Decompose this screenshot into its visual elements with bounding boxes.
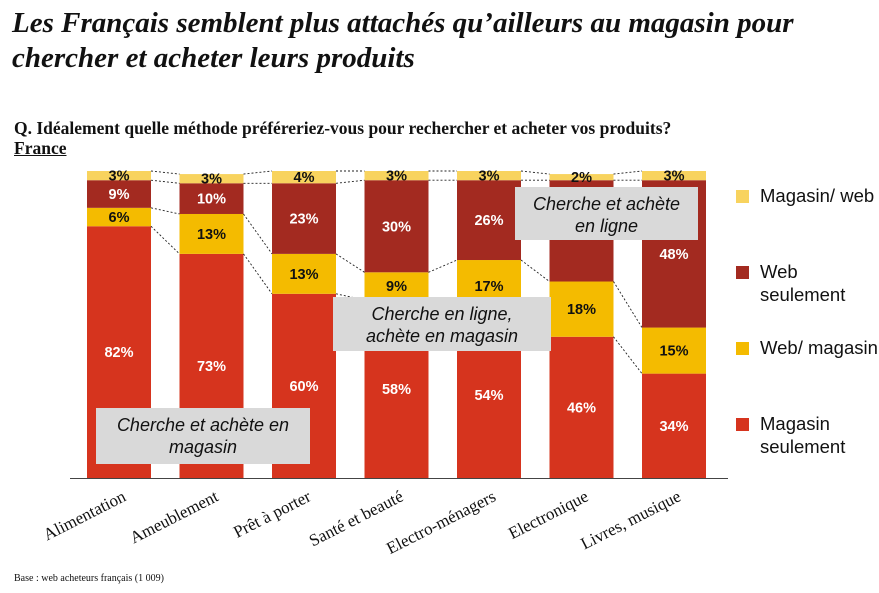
data-label-web-seulement-livres-musique: 48% [659, 247, 688, 263]
bar-segment-web-magasin-sante-et-beaute [364, 272, 429, 300]
legend-swatch-web-seulement [736, 266, 749, 279]
connector-line [243, 213, 273, 255]
callout-store-store: Cherche et achète en magasin [96, 408, 310, 464]
legend-swatch-magasin-web [736, 190, 749, 203]
connector-line [150, 225, 180, 255]
bar-segment-web-magasin-alimentation [87, 207, 151, 227]
page-title: Les Français semblent plus attachés qu’a… [12, 7, 794, 74]
category-label-pret-a-porter: Prêt à porter [230, 486, 314, 541]
base-note: Base : web acheteurs français (1 009) [14, 573, 164, 584]
connector-line [613, 336, 643, 374]
data-label-web-seulement-electro-menagers: 26% [474, 213, 503, 229]
data-label-magasin-seulement-alimentation: 82% [104, 345, 133, 361]
data-label-web-magasin-sante-et-beaute: 9% [386, 279, 407, 295]
data-label-magasin-web-alimentation: 3% [109, 169, 130, 185]
data-label-magasin-seulement-electro-menagers: 54% [474, 388, 503, 404]
connector-line [520, 259, 550, 282]
bar-segment-web-seulement-electro-menagers [457, 180, 521, 261]
bar-segment-web-seulement-ameublement [179, 183, 244, 214]
legend-label-magasin-seulement: Magasin seulement [760, 413, 846, 457]
bar-segment-magasin-web-pret-a-porter [272, 171, 336, 184]
callout-web-store: Cherche en ligne, achète en magasin [333, 297, 551, 351]
bar-segment-web-magasin-ameublement [179, 213, 244, 254]
data-label-magasin-seulement-electronique: 46% [567, 400, 596, 416]
bar-segment-magasin-web-electro-menagers [457, 171, 521, 181]
category-label-ameublement: Ameublement [127, 487, 222, 548]
data-label-magasin-web-sante-et-beaute: 3% [386, 169, 407, 185]
country-label: France [14, 138, 67, 158]
bar-segment-web-seulement-alimentation [87, 180, 151, 208]
bar-segment-web-magasin-pret-a-porter [272, 253, 336, 294]
bar-segment-magasin-web-livres-musique [642, 171, 706, 181]
data-label-web-seulement-sante-et-beaute: 30% [382, 219, 411, 235]
connector-line [150, 179, 180, 184]
connector-line [613, 170, 643, 175]
data-label-web-magasin-electronique: 18% [567, 302, 596, 318]
connector-line [428, 259, 458, 273]
connector-line [243, 170, 273, 175]
connector-line [335, 179, 365, 184]
data-label-web-magasin-pret-a-porter: 13% [289, 267, 318, 283]
legend-label-magasin-web: Magasin/ web [760, 185, 875, 206]
data-label-magasin-web-ameublement: 3% [201, 172, 222, 188]
bar-segment-magasin-web-electronique [549, 174, 614, 181]
legend-label-web-magasin: Web/ magasin [760, 337, 878, 358]
callout-text: Cherche en ligne, achète en magasin [366, 304, 518, 346]
bar-segment-web-magasin-livres-musique [642, 327, 706, 374]
data-label-magasin-web-electronique: 2% [571, 170, 592, 186]
data-label-magasin-seulement-pret-a-porter: 60% [289, 379, 318, 395]
callout-text: Cherche et achète en ligne [533, 194, 680, 236]
data-label-web-magasin-electro-menagers: 17% [474, 279, 503, 295]
bar-segment-magasin-seulement-electronique [549, 336, 614, 478]
bar-segment-magasin-web-sante-et-beaute [364, 171, 429, 181]
callout-box [96, 408, 310, 464]
data-label-web-seulement-alimentation: 9% [109, 187, 130, 203]
data-label-magasin-web-pret-a-porter: 4% [294, 170, 315, 186]
data-label-web-seulement-pret-a-porter: 23% [289, 212, 318, 228]
connector-line [335, 253, 365, 273]
callout-box [333, 297, 551, 351]
bar-segment-magasin-web-alimentation [87, 171, 151, 181]
callout-text: Cherche et achète en magasin [117, 415, 289, 457]
connector-line [520, 170, 550, 175]
callout-box [515, 187, 698, 240]
data-label-magasin-seulement-sante-et-beaute: 58% [382, 382, 411, 398]
data-label-magasin-seulement-livres-musique: 34% [659, 419, 688, 435]
bar-segment-magasin-web-ameublement [179, 174, 244, 184]
connector-line [150, 207, 180, 215]
legend-swatch-magasin-seulement [736, 418, 749, 431]
survey-question: Q. Idéalement quelle méthode préféreriez… [14, 118, 672, 138]
bar-segment-web-magasin-electronique [549, 281, 614, 337]
connector-line [150, 170, 180, 175]
data-label-magasin-seulement-ameublement: 73% [197, 359, 226, 375]
data-label-web-magasin-livres-musique: 15% [659, 344, 688, 360]
data-label-magasin-web-electro-menagers: 3% [479, 169, 500, 185]
bar-segment-web-seulement-sante-et-beaute [364, 180, 429, 273]
data-label-web-magasin-ameublement: 13% [197, 227, 226, 243]
connector-line [613, 281, 643, 328]
connector-line [243, 253, 273, 295]
bar-segment-web-seulement-pret-a-porter [272, 183, 336, 254]
category-label-electronique: Electronique [505, 487, 591, 543]
data-label-web-seulement-ameublement: 10% [197, 192, 226, 208]
legend-label-web-seulement: Web seulement [760, 261, 846, 305]
category-label-livres-musique: Livres, musique [578, 487, 684, 554]
bar-segment-magasin-seulement-livres-musique [642, 373, 706, 478]
callout-web-web: Cherche et achète en ligne [515, 187, 698, 240]
legend-swatch-web-magasin [736, 342, 749, 355]
data-label-magasin-web-livres-musique: 3% [664, 169, 685, 185]
category-label-alimentation: Alimentation [40, 486, 129, 544]
data-label-web-magasin-alimentation: 6% [109, 210, 130, 226]
